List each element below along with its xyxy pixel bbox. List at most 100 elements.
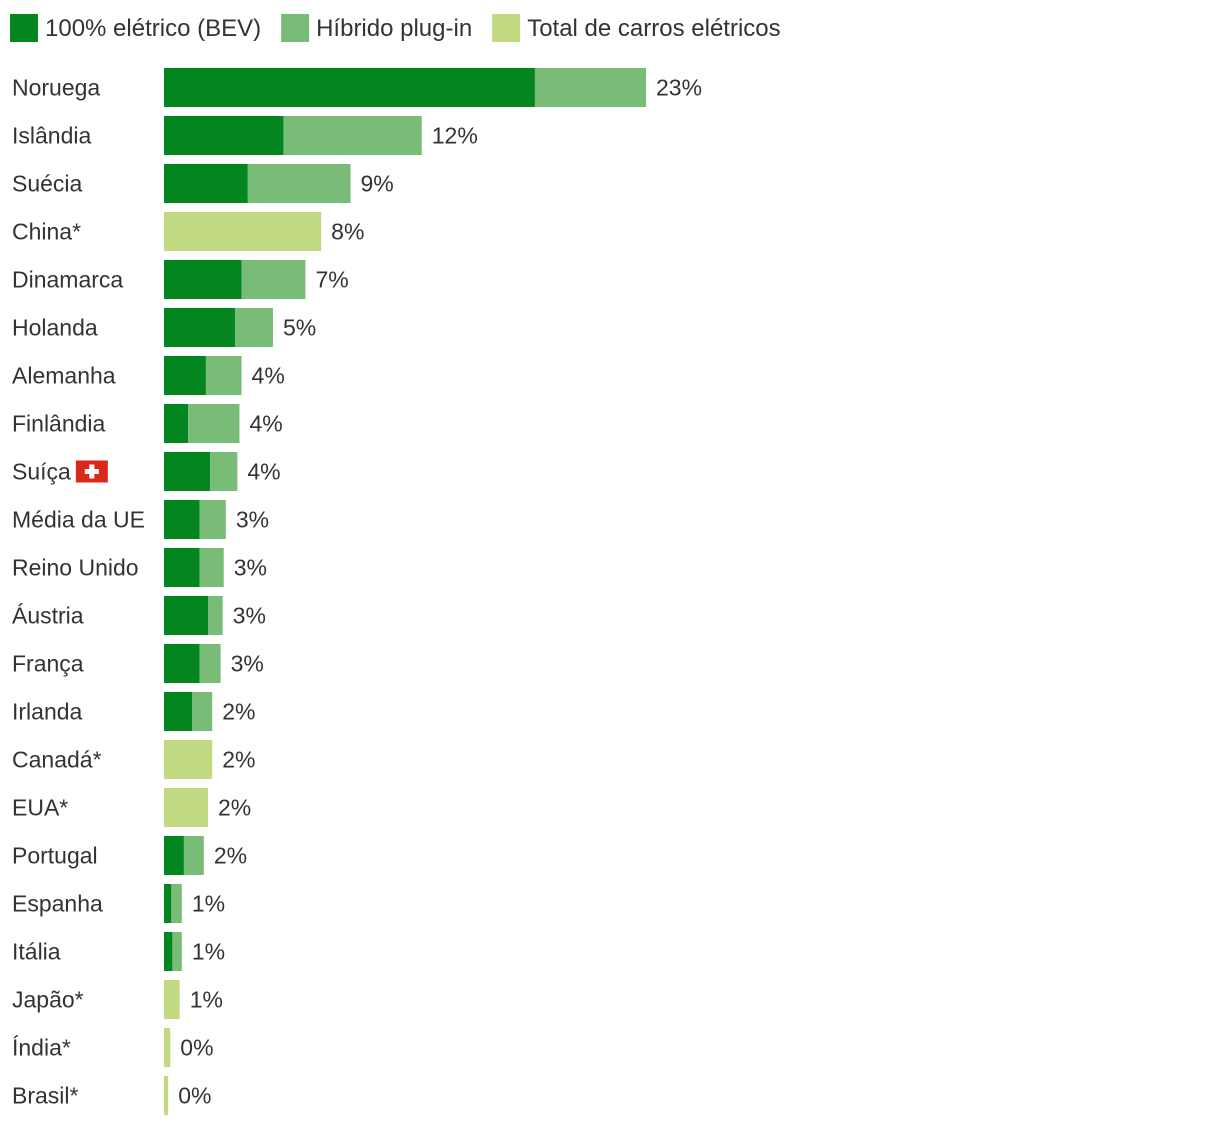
bar-row: Suíça 4% [12,452,281,491]
bar-row: Finlândia 4% [12,404,283,443]
legend-label-1: 100% elétrico (BEV) [45,15,261,42]
bar-row: Canadá* 2% [12,740,255,779]
bar-phev [534,68,646,107]
category-label: Dinamarca [12,267,123,293]
bar-phev [235,308,273,347]
bar-bev [164,452,211,491]
legend: 100% elétrico (BEV) Híbrido plug-in Total … [10,14,781,42]
bar-row: Alemanha 4% [12,356,285,395]
bar-bev [164,884,172,923]
bar-phev [247,164,351,203]
bar-row: Irlanda 2% [12,692,255,731]
value-label: 0% [180,1035,213,1061]
category-label: Islândia [12,123,91,149]
value-label: 2% [214,843,247,869]
value-label: 1% [192,939,225,965]
bar-phev [183,836,204,875]
bar-phev [199,644,221,683]
bar-bev [164,260,242,299]
category-label: Áustria [12,603,84,629]
bar-bev [164,116,284,155]
category-label: Brasil* [12,1083,79,1109]
legend-label-3: Total de carros elétricos [527,15,780,42]
bar-row: Itália 1% [12,932,225,971]
bar-phev [199,500,226,539]
legend-swatch-1 [10,14,38,42]
category-label: Alemanha [12,363,116,389]
value-label: 8% [331,219,364,245]
value-label: 2% [222,747,255,773]
value-label: 0% [178,1083,211,1109]
swiss-flag-icon [75,460,108,483]
bar-row: Islândia 12% [12,116,478,155]
value-label: 3% [236,507,269,533]
bar-bev [164,404,189,443]
category-label: Espanha [12,891,103,917]
bar-phev [241,260,306,299]
category-label: Japão* [12,987,84,1013]
bar-row: Japão* 1% [12,980,223,1019]
bar-total [164,212,322,251]
bar-bev [164,644,200,683]
category-label: Noruega [12,75,100,101]
category-label: China* [12,219,81,245]
category-label: Canadá* [12,747,102,773]
bar-phev [205,356,242,395]
legend-swatch-2 [281,14,310,42]
bar-bev [164,68,535,107]
category-label: Finlândia [12,411,106,437]
value-label: 7% [315,267,348,293]
bar-bev [164,356,206,395]
value-label: 9% [361,171,394,197]
value-label: 3% [231,651,264,677]
category-label: Reino Unido [12,555,139,581]
category-label: Índia* [12,1035,71,1061]
bar-phev [283,116,422,155]
bar-rows: Noruega 23% Islândia 12% Suécia 9% China* 8% Din… [12,68,702,1115]
value-label: 12% [432,123,478,149]
bar-total [164,1076,169,1115]
bar-row: Portugal 2% [12,836,247,875]
bar-total [164,980,180,1019]
legend-label-2: Híbrido plug-in [316,15,472,42]
bar-phev [171,884,182,923]
value-label: 4% [247,459,280,485]
bar-row: Brasil* 0% [12,1076,211,1115]
bar-bev [164,692,193,731]
bar-row: Reino Unido 3% [12,548,267,587]
bar-row: Dinamarca 7% [12,260,349,299]
value-label: 4% [252,363,285,389]
bar-phev [188,404,240,443]
bar-row: China* 8% [12,212,364,251]
bar-row: Média da UE 3% [12,500,269,539]
bar-bev [164,308,236,347]
value-label: 3% [233,603,266,629]
legend-swatch-3 [492,14,521,42]
bar-phev [210,452,238,491]
bar-phev [199,548,224,587]
bar-phev [172,932,182,971]
value-label: 23% [656,75,702,101]
value-label: 3% [234,555,267,581]
bar-bev [164,164,248,203]
bar-row: Suécia 9% [12,164,394,203]
category-label: França [12,651,84,677]
bar-bev [164,500,200,539]
bar-bev [164,596,209,635]
bar-bev [164,932,173,971]
bar-bev [164,548,200,587]
category-label: EUA* [12,795,68,821]
bar-phev [208,596,223,635]
value-label: 2% [218,795,251,821]
bar-row: Índia* 0% [12,1028,214,1067]
bar-row: EUA* 2% [12,788,251,827]
category-label: Portugal [12,843,98,869]
bar-row: França 3% [12,644,264,683]
bar-row: Espanha 1% [12,884,225,923]
bar-total [164,788,209,827]
category-label: Suíça [12,459,71,485]
category-label: Holanda [12,315,98,341]
bar-row: Holanda 5% [12,308,316,347]
bar-total [164,1028,171,1067]
